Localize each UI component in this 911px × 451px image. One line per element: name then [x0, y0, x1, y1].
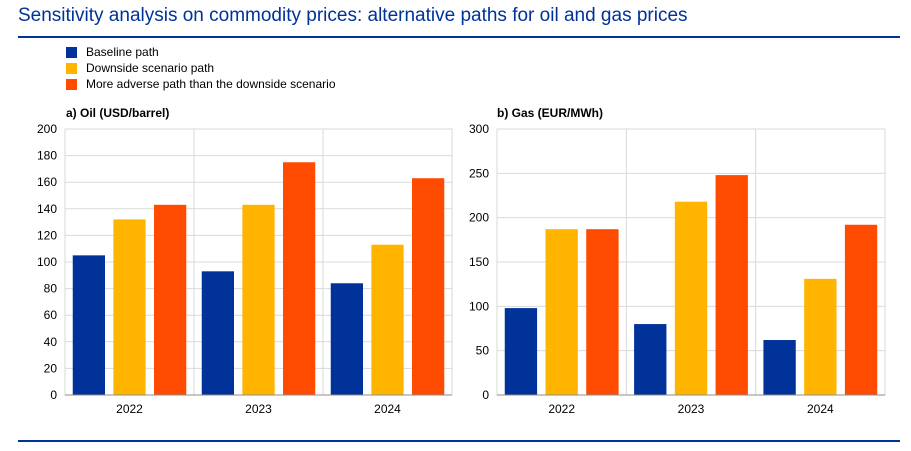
- x-tick-label-oil-2024: 2024: [374, 402, 401, 416]
- legend-swatch-adverse: [66, 78, 77, 90]
- y-tick-label-gas-200: 200: [469, 211, 489, 225]
- legend-item-adverse: More adverse path than the downside scen…: [66, 76, 336, 92]
- y-tick-label-gas-150: 150: [469, 255, 489, 269]
- chart-gas: b) Gas (EUR/MWh) 0 50 100 150 200 250 300 2022 20…: [469, 106, 886, 416]
- legend-label-adverse: More adverse path than the downside scen…: [86, 77, 336, 91]
- y-tick-label-oil-80: 80: [44, 282, 58, 296]
- bar-oil-2022-baseline: [72, 255, 105, 395]
- y-tick-label-oil-0: 0: [50, 388, 57, 402]
- legend-item-downside: Downside scenario path: [66, 60, 336, 76]
- y-tick-label-oil-100: 100: [37, 255, 57, 269]
- y-tick-label-gas-250: 250: [469, 166, 489, 180]
- bar-oil-2024-downside: [371, 244, 404, 395]
- x-tick-label-oil-2023: 2023: [245, 402, 272, 416]
- bar-gas-2024-baseline: [763, 340, 796, 395]
- bar-oil-2023-adverse: [283, 162, 316, 395]
- x-tick-label-gas-2024: 2024: [807, 402, 834, 416]
- legend-label-downside: Downside scenario path: [86, 61, 215, 75]
- bar-oil-2023-baseline: [201, 271, 234, 395]
- y-tick-label-oil-160: 160: [37, 175, 57, 189]
- y-tick-label-gas-50: 50: [476, 344, 490, 358]
- y-tick-label-gas-0: 0: [482, 388, 489, 402]
- legend: Baseline path Downside scenario path Mor…: [66, 44, 336, 92]
- chart-oil: a) Oil (USD/barrel) 0 20 40 60 80 100 120 140 160…: [37, 106, 453, 416]
- bar-gas-2022-adverse: [586, 229, 619, 395]
- x-tick-label-oil-2022: 2022: [116, 402, 143, 416]
- y-tick-label-oil-140: 140: [37, 202, 57, 216]
- legend-swatch-baseline: [66, 46, 77, 58]
- y-tick-label-gas-100: 100: [469, 299, 489, 313]
- y-tick-label-oil-40: 40: [44, 335, 58, 349]
- y-tick-label-oil-200: 200: [37, 122, 57, 136]
- y-tick-label-oil-120: 120: [37, 228, 57, 242]
- bar-gas-2023-adverse: [715, 175, 748, 395]
- bar-gas-2023-downside: [674, 201, 708, 395]
- y-tick-label-gas-300: 300: [469, 122, 489, 136]
- bar-gas-2022-downside: [545, 229, 578, 395]
- legend-swatch-downside: [66, 62, 77, 74]
- bar-gas-2024-downside: [804, 278, 837, 395]
- legend-item-baseline: Baseline path: [66, 44, 336, 60]
- legend-label-baseline: Baseline path: [86, 45, 159, 59]
- y-tick-label-oil-180: 180: [37, 149, 57, 163]
- bar-gas-2023-baseline: [634, 324, 667, 395]
- footer-rule: [18, 440, 900, 442]
- bar-oil-2024-adverse: [412, 178, 445, 395]
- y-tick-label-oil-20: 20: [44, 361, 58, 375]
- bar-oil-2024-baseline: [330, 283, 363, 395]
- bar-gas-2022-baseline: [504, 308, 538, 395]
- title-rule: [18, 36, 900, 38]
- x-tick-label-gas-2022: 2022: [548, 402, 575, 416]
- bar-gas-2024-adverse: [844, 224, 878, 395]
- y-tick-label-oil-60: 60: [44, 308, 58, 322]
- bar-oil-2022-downside: [113, 219, 146, 395]
- x-tick-label-gas-2023: 2023: [678, 402, 705, 416]
- chart-title-gas: b) Gas (EUR/MWh): [497, 106, 603, 120]
- page-title: Sensitivity analysis on commodity prices…: [18, 5, 688, 26]
- bar-oil-2022-adverse: [154, 204, 187, 395]
- chart-title-oil: a) Oil (USD/barrel): [66, 106, 169, 120]
- bar-oil-2023-downside: [242, 204, 275, 395]
